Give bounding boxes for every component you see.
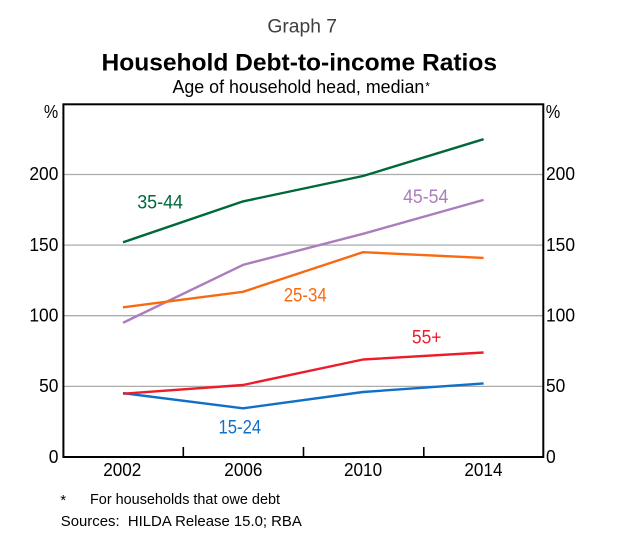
svg-text:%: %: [546, 102, 561, 122]
svg-text:15-24: 15-24: [219, 416, 262, 438]
svg-text:For households that owe debt: For households that owe debt: [90, 492, 280, 508]
svg-text:35-44: 35-44: [137, 192, 183, 214]
svg-text:100: 100: [546, 306, 575, 326]
svg-text:2002: 2002: [103, 460, 141, 480]
svg-text:Graph 7: Graph 7: [267, 16, 337, 37]
svg-text:50: 50: [546, 376, 565, 396]
svg-text:%: %: [44, 102, 58, 122]
svg-text:55+: 55+: [412, 327, 442, 349]
svg-text:200: 200: [29, 164, 58, 184]
svg-text:150: 150: [546, 235, 575, 255]
svg-text:100: 100: [29, 306, 58, 326]
svg-text:Household Debt-to-income Ratio: Household Debt-to-income Ratios: [102, 50, 498, 77]
svg-text:200: 200: [546, 164, 575, 184]
svg-text:0: 0: [49, 447, 59, 467]
svg-text:Age of household head, median: Age of household head, median: [173, 77, 425, 97]
svg-text:2014: 2014: [464, 460, 502, 480]
svg-text:45-54: 45-54: [403, 186, 448, 208]
svg-text:25-34: 25-34: [284, 284, 327, 306]
svg-text:2010: 2010: [344, 460, 382, 480]
svg-text:*: *: [60, 493, 66, 509]
svg-text:*: *: [425, 80, 430, 94]
svg-text:Sources: HILDA Release 15.0;: Sources: HILDA Release 15.0; RBA: [61, 514, 302, 530]
svg-text:0: 0: [546, 447, 556, 467]
svg-text:2006: 2006: [224, 460, 262, 480]
svg-text:50: 50: [39, 376, 58, 396]
svg-text:150: 150: [29, 235, 58, 255]
